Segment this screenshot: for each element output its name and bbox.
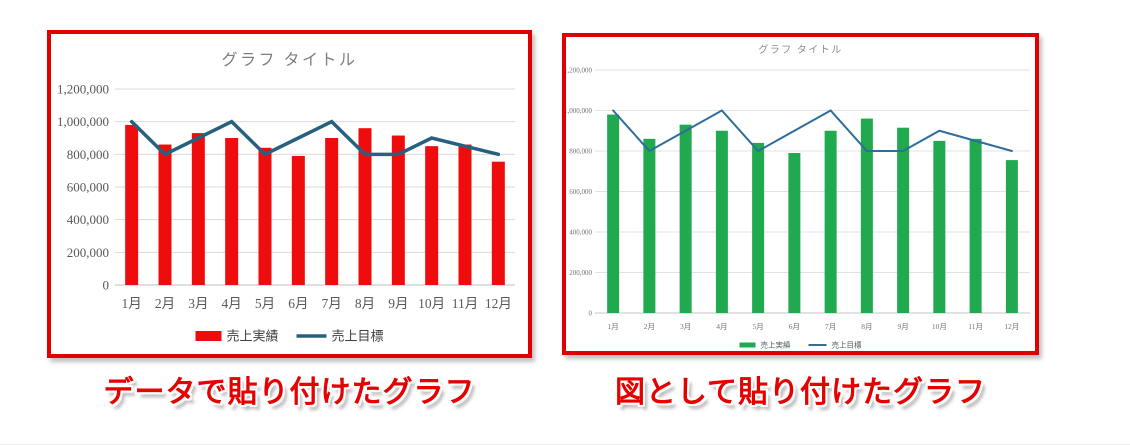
target-line (129, 119, 501, 157)
data-paste-chart: グラフ タイトル 0 200,000 400,000 600,000 800,000 1,0… (57, 51, 515, 344)
right-caption: 図として貼り付けたグラフ (614, 376, 987, 409)
legend-label-actual: 売上実績 (227, 329, 279, 344)
sales-bar-5月 (258, 147, 272, 285)
sales-bar-9月 (897, 127, 910, 314)
left-caption: データで貼り付けたグラフ (103, 376, 476, 409)
x-axis-label: 10月 (418, 296, 445, 311)
sales-bar-2月 (643, 138, 656, 313)
x-axis-label: 6月 (288, 296, 308, 311)
sales-bar-10月 (933, 140, 946, 313)
sales-bar-8月 (358, 128, 372, 285)
sales-bar-4月 (715, 130, 728, 313)
sales-bar-6月 (291, 155, 305, 285)
sales-bar-3月 (679, 124, 692, 313)
sales-bar-12月 (491, 161, 505, 285)
sales-bar-9月 (391, 135, 405, 285)
y-axis-label: 400,000 (569, 228, 592, 236)
sales-bar-4月 (225, 138, 239, 285)
x-axis-label: 1月 (122, 296, 142, 311)
sales-bar-3月 (191, 133, 205, 285)
y-axis-label: 1,000,000 (57, 114, 109, 129)
legend-label-target: 売上目標 (332, 329, 384, 344)
x-axis-label: 12月 (485, 296, 512, 311)
x-axis-label: 7月 (825, 322, 836, 331)
y-axis-label: 1,000,000 (566, 107, 593, 115)
left-chart-frame: グラフ タイトル 0 200,000 400,000 600,000 800,000 1,0… (47, 30, 532, 358)
x-axis-label: 8月 (861, 322, 872, 331)
x-axis-label: 4月 (222, 296, 242, 311)
x-axis-label: 5月 (255, 296, 275, 311)
legend-bar-swatch (739, 342, 756, 348)
x-axis-label: 11月 (968, 322, 983, 331)
legend-label-actual: 売上実績 (761, 340, 791, 350)
y-axis-label: 0 (589, 309, 593, 317)
x-axis-label: 9月 (898, 322, 909, 331)
legend-bar-swatch (195, 331, 222, 341)
x-axis-label: 2月 (644, 322, 655, 331)
x-axis-label: 4月 (716, 322, 727, 331)
sales-bar-7月 (824, 130, 837, 313)
right-chart-frame: グラフ タイトル 0 200,000 400,000 600,000 800,000 1,0… (562, 33, 1039, 355)
sales-bar-8月 (860, 118, 873, 313)
y-axis-label: 800,000 (569, 147, 592, 155)
y-axis-label: 200,000 (67, 245, 109, 260)
x-axis-label: 7月 (322, 296, 342, 311)
picture-paste-chart: グラフ タイトル 0 200,000 400,000 600,000 800,000 1,0… (566, 43, 1030, 350)
sales-bar-7月 (325, 138, 339, 285)
y-axis-label: 0 (103, 278, 110, 293)
sales-bar-1月 (125, 124, 139, 285)
x-axis-label: 3月 (188, 296, 208, 311)
x-axis-label: 8月 (355, 296, 375, 311)
x-axis-label: 9月 (388, 296, 408, 311)
sales-bar-1月 (607, 114, 620, 313)
sales-bar-6月 (788, 153, 801, 313)
y-axis-label: 600,000 (569, 188, 592, 196)
y-axis-label: 400,000 (67, 212, 109, 227)
x-axis-label: 11月 (452, 296, 479, 311)
x-axis-label: 1月 (608, 322, 619, 331)
x-axis-label: 2月 (155, 296, 175, 311)
y-axis-label: 600,000 (67, 180, 109, 195)
x-axis-label: 3月 (680, 322, 691, 331)
y-axis-label: 1,200,000 (566, 66, 593, 74)
x-axis-label: 10月 (932, 322, 947, 331)
x-axis-label: 6月 (789, 322, 800, 331)
y-axis-label: 800,000 (67, 147, 109, 162)
sales-bar-10月 (425, 146, 439, 285)
chart-title: グラフ タイトル (221, 51, 357, 69)
y-axis-label: 200,000 (569, 269, 592, 277)
legend-label-target: 売上目標 (832, 340, 862, 350)
x-axis-label: 12月 (1004, 322, 1019, 331)
sales-bar-11月 (458, 144, 472, 285)
chart-title: グラフ タイトル (758, 43, 843, 56)
sales-bar-2月 (158, 144, 172, 285)
y-axis-label: 1,200,000 (57, 82, 109, 97)
sales-bar-11月 (969, 138, 982, 313)
x-axis-label: 5月 (753, 322, 764, 331)
target-line (612, 109, 1013, 153)
sales-bar-12月 (1005, 160, 1018, 313)
sales-bar-5月 (752, 142, 765, 313)
